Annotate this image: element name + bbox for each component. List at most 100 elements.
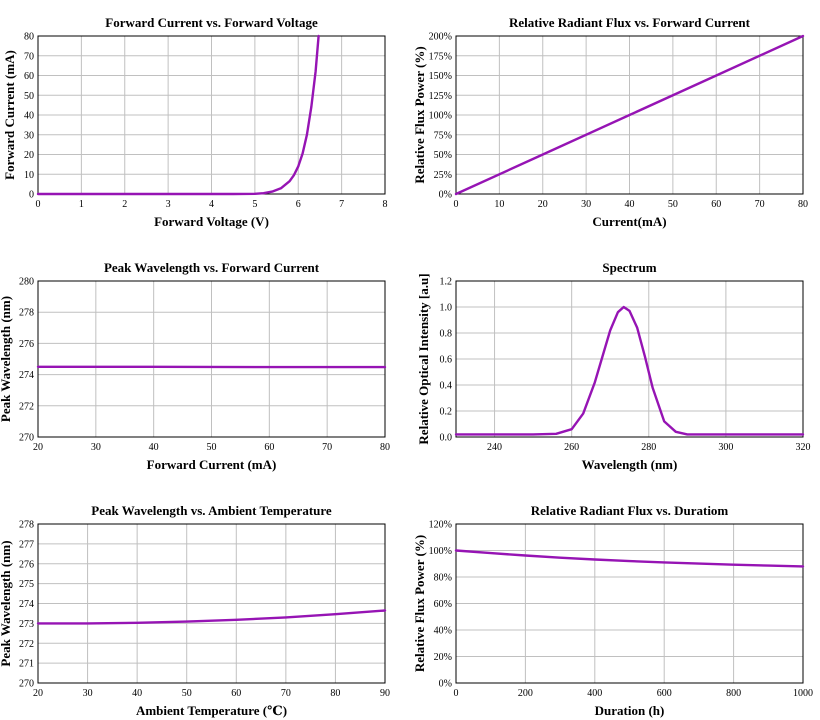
y-tick-label: 272 (19, 401, 34, 412)
x-tick-label: 50 (182, 688, 192, 699)
y-tick-label: 70 (24, 51, 34, 62)
x-tick-label: 20 (33, 688, 43, 699)
x-tick-label: 80 (798, 199, 808, 210)
y-tick-label: 75% (434, 130, 452, 141)
y-axis-label: Relative Flux Power (%) (412, 46, 427, 183)
x-tick-label: 260 (564, 442, 579, 453)
y-tick-label: 200% (429, 32, 452, 43)
chart-title: Peak Wavelength vs. Forward Current (104, 260, 320, 275)
x-axis-label: Forward Voltage (V) (154, 214, 269, 229)
x-axis-label: Forward Current (mA) (147, 457, 277, 472)
x-tick-label: 3 (166, 199, 171, 210)
y-tick-label: 20 (24, 150, 34, 161)
y-tick-label: 1.0 (440, 303, 453, 314)
x-tick-label: 0 (454, 688, 459, 699)
y-axis-label: Relative Optical Intensity [a.u] (416, 273, 431, 444)
x-tick-label: 7 (339, 199, 344, 210)
chart-3: Peak Wavelength vs. Forward Current 20 30 4… (0, 260, 390, 472)
x-tick-label: 90 (380, 688, 390, 699)
series-line (454, 305, 805, 436)
y-tick-label: 0 (29, 190, 34, 201)
y-tick-label: 25% (434, 170, 452, 181)
series-line (36, 609, 387, 625)
x-axis-label: Ambient Temperature (℃) (136, 703, 287, 718)
y-tick-label: 150% (429, 71, 452, 82)
x-tick-label: 8 (383, 199, 388, 210)
y-tick-label: 0% (439, 190, 452, 201)
x-tick-label: 20 (33, 442, 43, 453)
y-tick-label: 40 (24, 111, 34, 122)
y-axis-label: Peak Wavelength (nm) (0, 540, 13, 666)
y-tick-label: 276 (19, 339, 34, 350)
x-tick-label: 2 (122, 199, 127, 210)
y-tick-label: 276 (19, 559, 34, 570)
y-tick-label: 10 (24, 170, 34, 181)
series-line (36, 34, 320, 196)
x-tick-label: 30 (83, 688, 93, 699)
x-tick-label: 240 (487, 442, 502, 453)
y-tick-label: 0.6 (440, 355, 453, 366)
y-tick-label: 273 (19, 619, 34, 630)
y-tick-label: 175% (429, 51, 452, 62)
y-tick-label: 80 (24, 32, 34, 43)
x-tick-label: 1000 (793, 688, 813, 699)
y-tick-label: 50 (24, 91, 34, 102)
y-tick-label: 275 (19, 579, 34, 590)
y-axis-label: Peak Wavelength (nm) (0, 296, 13, 422)
chart-2: Relative Radiant Flux vs. Forward Curren… (412, 15, 808, 229)
y-tick-label: 100% (429, 111, 452, 122)
y-tick-label: 272 (19, 639, 34, 650)
chart-6: Relative Radiant Flux vs. Duratiom 0 200 40… (412, 503, 813, 718)
chart-title: Relative Radiant Flux vs. Forward Curren… (509, 15, 751, 30)
x-tick-label: 400 (587, 688, 602, 699)
x-tick-label: 600 (657, 688, 672, 699)
y-tick-label: 125% (429, 91, 452, 102)
y-tick-label: 1.2 (440, 277, 453, 288)
y-tick-label: 40% (434, 626, 452, 637)
x-axis-label: Current(mA) (592, 214, 666, 229)
plot-frame (455, 523, 804, 684)
x-tick-label: 60 (231, 688, 241, 699)
x-tick-label: 40 (132, 688, 142, 699)
chart-title: Relative Radiant Flux vs. Duratiom (531, 503, 729, 518)
y-tick-label: 120% (429, 520, 452, 531)
chart-4: Spectrum 240 260 280 300 320 0.0 0.2 0.4 0.6 0.8 1.… (416, 260, 811, 472)
x-tick-label: 80 (380, 442, 390, 453)
chart-title: Forward Current vs. Forward Voltage (105, 15, 318, 30)
x-tick-label: 50 (668, 199, 678, 210)
x-tick-label: 70 (281, 688, 291, 699)
series-line (454, 549, 805, 568)
x-tick-label: 0 (36, 199, 41, 210)
plot-frame (455, 280, 804, 438)
y-tick-label: 280 (19, 277, 34, 288)
y-tick-label: 20% (434, 652, 452, 663)
y-tick-label: 278 (19, 520, 34, 531)
x-tick-label: 60 (711, 199, 721, 210)
x-tick-label: 1 (79, 199, 84, 210)
x-axis-label: Duration (h) (595, 703, 665, 718)
x-tick-label: 20 (538, 199, 548, 210)
plot-frame (455, 35, 804, 195)
y-tick-label: 60% (434, 599, 452, 610)
y-tick-label: 50% (434, 150, 452, 161)
y-tick-label: 0.4 (440, 381, 453, 392)
y-tick-label: 0% (439, 679, 452, 690)
x-tick-label: 70 (322, 442, 332, 453)
x-tick-label: 40 (625, 199, 635, 210)
y-tick-label: 0.8 (440, 329, 453, 340)
x-tick-label: 10 (494, 199, 504, 210)
y-tick-label: 0.2 (440, 407, 453, 418)
x-axis-label: Wavelength (nm) (582, 457, 678, 472)
x-tick-label: 70 (755, 199, 765, 210)
chart-1: Forward Current vs. Forward Voltage 0 1 2 3 4… (2, 15, 388, 229)
x-tick-label: 30 (581, 199, 591, 210)
x-tick-label: 300 (718, 442, 733, 453)
y-tick-label: 270 (19, 679, 34, 690)
y-tick-label: 30 (24, 130, 34, 141)
series-line (454, 34, 805, 196)
x-tick-label: 50 (207, 442, 217, 453)
chart-title: Spectrum (602, 260, 656, 275)
x-tick-label: 0 (454, 199, 459, 210)
y-axis-label: Relative Flux Power (%) (412, 535, 427, 672)
